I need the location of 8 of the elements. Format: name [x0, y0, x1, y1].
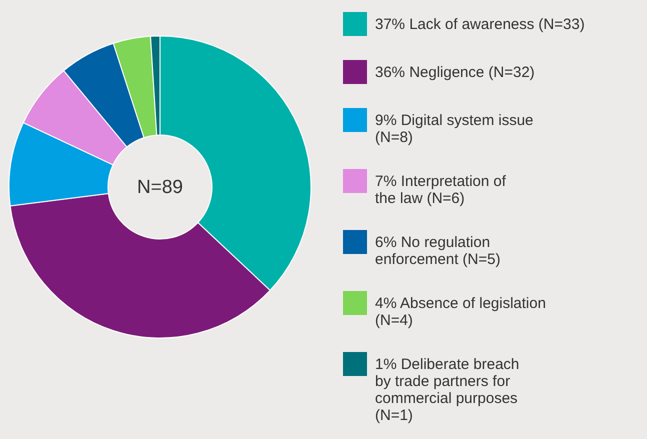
legend-label: 36% Negligence (N=32) — [375, 64, 535, 81]
legend-label: 6% No regulation enforcement (N=5) — [375, 234, 500, 268]
legend-label: 37% Lack of awareness (N=33) — [375, 16, 585, 33]
legend-label: 9% Digital system issue (N=8) — [375, 112, 534, 146]
legend-label: 7% Interpretation of the law (N=6) — [375, 173, 507, 207]
legend-label: 1% Deliberate breach by trade partners for commercial purposes (N=1) — [375, 356, 520, 424]
legend-label: 4% Absence of legislation (N=4) — [375, 295, 546, 329]
text: N=89 — [137, 177, 183, 198]
